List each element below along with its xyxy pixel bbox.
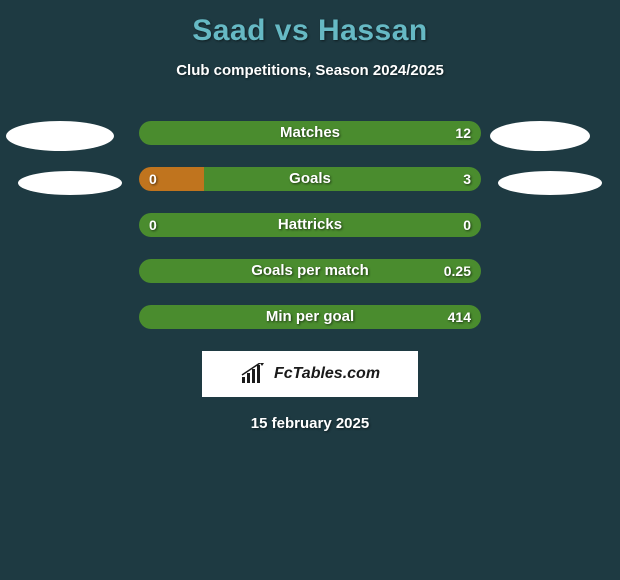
stat-label: Hattricks [139, 213, 481, 237]
stat-label: Goals per match [139, 259, 481, 283]
stat-row: Goals per match0.25 [139, 259, 481, 283]
stat-label: Matches [139, 121, 481, 145]
avatar-oval [6, 121, 114, 151]
stat-right-value: 414 [448, 305, 471, 329]
avatar-oval [18, 171, 122, 195]
stat-right-value: 12 [455, 121, 471, 145]
subtitle: Club competitions, Season 2024/2025 [0, 62, 620, 79]
avatar-oval [490, 121, 590, 151]
infographic-container: Saad vs Hassan Club competitions, Season… [0, 0, 620, 580]
stat-right-value: 0.25 [444, 259, 471, 283]
stat-row: 0Hattricks0 [139, 213, 481, 237]
stat-label: Goals [139, 167, 481, 191]
logo-box: FcTables.com [202, 351, 418, 397]
stat-row: Min per goal414 [139, 305, 481, 329]
avatar-oval [498, 171, 602, 195]
logo-text: FcTables.com [274, 365, 380, 383]
stat-right-value: 0 [463, 213, 471, 237]
date-text: 15 february 2025 [0, 415, 620, 432]
stat-row: 0Goals3 [139, 167, 481, 191]
bar-chart-icon [240, 363, 268, 385]
stats-area: Matches120Goals30Hattricks0Goals per mat… [0, 121, 620, 432]
page-title: Saad vs Hassan [0, 0, 620, 48]
stat-right-value: 3 [463, 167, 471, 191]
stat-row: Matches12 [139, 121, 481, 145]
stat-label: Min per goal [139, 305, 481, 329]
